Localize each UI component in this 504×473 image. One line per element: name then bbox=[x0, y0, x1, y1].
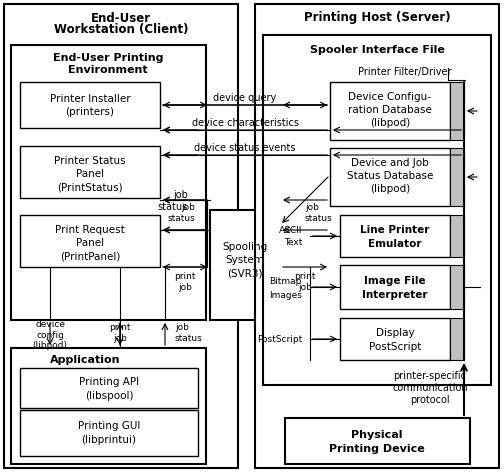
Text: Status Database: Status Database bbox=[347, 171, 433, 181]
Text: Environment: Environment bbox=[68, 65, 148, 75]
Text: Bitmap: Bitmap bbox=[270, 277, 302, 286]
Text: Spooling: Spooling bbox=[222, 242, 268, 252]
Bar bbox=[20, 215, 160, 267]
Text: End-User: End-User bbox=[91, 11, 151, 25]
Text: Physical: Physical bbox=[351, 430, 403, 440]
Text: Image File: Image File bbox=[364, 276, 426, 286]
Text: Display: Display bbox=[375, 328, 414, 338]
Text: (PrintStatus): (PrintStatus) bbox=[57, 182, 123, 192]
Text: Spooler Interface File: Spooler Interface File bbox=[309, 45, 445, 55]
Text: Text: Text bbox=[284, 237, 302, 246]
Text: PostScript: PostScript bbox=[369, 342, 421, 352]
Text: (PrintPanel): (PrintPanel) bbox=[60, 251, 120, 261]
Bar bbox=[20, 368, 198, 408]
Bar bbox=[340, 215, 450, 257]
Text: device
config
(libpod): device config (libpod) bbox=[32, 320, 68, 350]
Bar bbox=[285, 418, 470, 464]
Text: printer-specific
communication
protocol: printer-specific communication protocol bbox=[392, 371, 468, 404]
Text: Device and Job: Device and Job bbox=[351, 158, 429, 168]
Bar bbox=[450, 82, 464, 140]
Bar bbox=[20, 410, 198, 456]
Text: Application: Application bbox=[50, 355, 120, 365]
Text: Panel: Panel bbox=[76, 169, 104, 179]
Text: Device Configu-: Device Configu- bbox=[348, 92, 431, 102]
Text: job: job bbox=[173, 190, 188, 200]
Text: job
status: job status bbox=[305, 203, 333, 223]
Text: ASCII: ASCII bbox=[279, 226, 302, 235]
Bar bbox=[450, 148, 464, 206]
Text: Printer Status: Printer Status bbox=[54, 156, 126, 166]
Bar bbox=[4, 4, 238, 468]
Text: (libprintui): (libprintui) bbox=[82, 435, 137, 445]
Text: print
job: print job bbox=[294, 272, 316, 292]
Bar bbox=[450, 265, 464, 309]
Text: job
status: job status bbox=[175, 324, 203, 343]
Text: Printing GUI: Printing GUI bbox=[78, 421, 140, 431]
Text: (libpod): (libpod) bbox=[370, 184, 410, 194]
Bar bbox=[330, 82, 450, 140]
Text: End-User Printing: End-User Printing bbox=[53, 53, 163, 63]
Text: Interpreter: Interpreter bbox=[362, 290, 428, 300]
Text: Printing Host (Server): Printing Host (Server) bbox=[304, 11, 450, 25]
Text: (libpod): (libpod) bbox=[370, 118, 410, 128]
Text: Printing Device: Printing Device bbox=[329, 444, 425, 454]
Text: (SVR3): (SVR3) bbox=[227, 268, 263, 278]
Bar bbox=[20, 82, 160, 128]
Bar bbox=[11, 348, 206, 464]
Text: status: status bbox=[158, 202, 188, 212]
Text: Printer Filter/Driver: Printer Filter/Driver bbox=[358, 67, 452, 77]
Text: PostScript: PostScript bbox=[257, 334, 302, 343]
Text: print
job: print job bbox=[174, 272, 196, 292]
Text: System: System bbox=[226, 255, 265, 265]
Bar bbox=[330, 148, 450, 206]
Text: ration Database: ration Database bbox=[348, 105, 432, 115]
Text: device query: device query bbox=[213, 93, 277, 103]
Text: Printer Installer: Printer Installer bbox=[50, 94, 131, 104]
Bar bbox=[450, 318, 464, 360]
Text: Line Printer: Line Printer bbox=[360, 225, 430, 235]
Bar bbox=[340, 265, 450, 309]
Bar bbox=[450, 215, 464, 257]
Bar bbox=[20, 146, 160, 198]
Text: Workstation (Client): Workstation (Client) bbox=[54, 24, 188, 36]
Bar bbox=[255, 4, 499, 468]
Text: Panel: Panel bbox=[76, 238, 104, 248]
Text: device characteristics: device characteristics bbox=[192, 118, 298, 128]
Text: Print Request: Print Request bbox=[55, 225, 125, 235]
Text: job
status: job status bbox=[167, 203, 195, 223]
Bar bbox=[263, 35, 491, 385]
Bar bbox=[340, 318, 450, 360]
Bar bbox=[11, 45, 206, 320]
Text: device status events: device status events bbox=[194, 143, 296, 153]
Text: print
job: print job bbox=[109, 324, 131, 343]
Text: Images: Images bbox=[269, 290, 302, 299]
Text: (libspool): (libspool) bbox=[85, 391, 133, 401]
Text: (printers): (printers) bbox=[66, 107, 114, 117]
Bar bbox=[210, 210, 280, 320]
Text: Printing API: Printing API bbox=[79, 377, 139, 387]
Text: Emulator: Emulator bbox=[368, 239, 422, 249]
